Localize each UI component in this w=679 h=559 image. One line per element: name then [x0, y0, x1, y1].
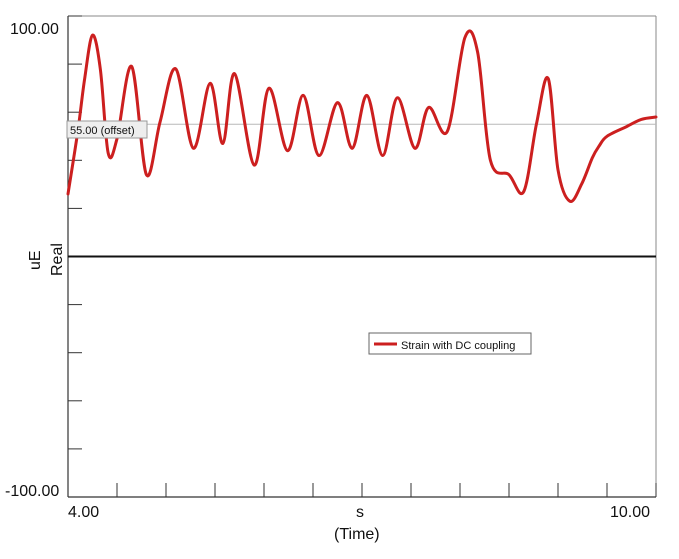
legend-entry-label: Strain with DC coupling: [401, 340, 515, 352]
x-tick-label-min: 4.00: [68, 504, 99, 521]
x-axis-ticks: [67, 483, 657, 497]
y-axis-unit: uE: [27, 250, 44, 270]
y-tick-label-max: 100.00: [10, 21, 59, 38]
y-axis-label: Real: [49, 243, 66, 276]
offset-label: 55.00 (offset): [70, 125, 135, 137]
legend-box: [368, 332, 532, 355]
y-tick-label-min: -100.00: [5, 483, 59, 500]
offset-label-box: [66, 120, 148, 139]
x-axis-unit: s: [356, 504, 364, 521]
x-axis-label: (Time): [334, 526, 380, 543]
x-tick-label-max: 10.00: [610, 504, 650, 521]
series-line-strain-dc: [66, 29, 658, 203]
